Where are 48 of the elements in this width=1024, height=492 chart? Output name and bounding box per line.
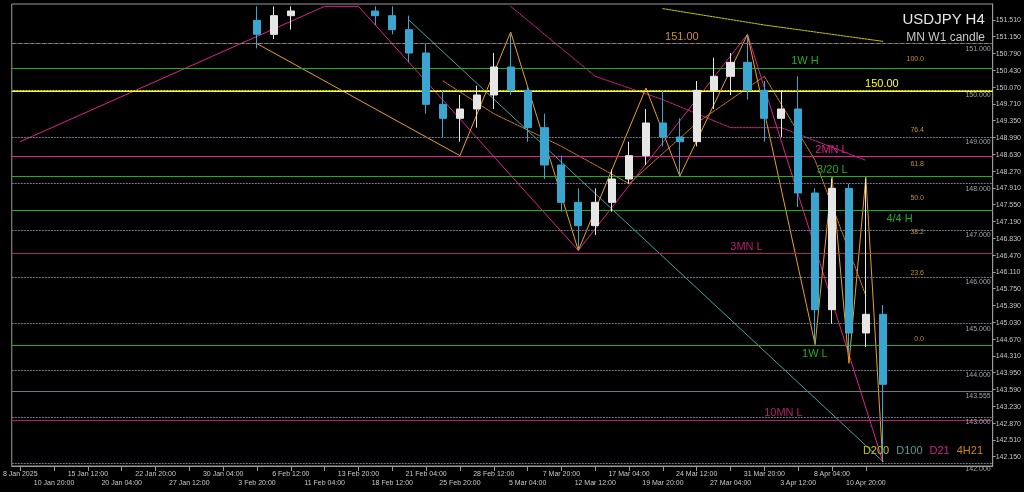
series-label: D100 xyxy=(896,443,923,456)
candlestick xyxy=(490,52,498,110)
candlestick xyxy=(253,5,261,49)
candlestick xyxy=(726,52,735,96)
ref-line-label: 10MN L xyxy=(764,406,803,419)
candlestick xyxy=(693,80,701,147)
candlestick xyxy=(371,5,379,26)
candlestick xyxy=(591,187,599,236)
candlestick xyxy=(507,33,515,96)
candlestick xyxy=(676,117,684,175)
candlestick xyxy=(388,5,396,35)
candlestick xyxy=(642,108,650,166)
candlestick xyxy=(710,57,718,110)
candlestick xyxy=(473,85,481,129)
text: D21 xyxy=(929,443,950,456)
candlestick xyxy=(811,187,819,343)
ref-line-label: 1W L xyxy=(802,347,828,360)
ref-line-label: 151.00 xyxy=(665,30,699,43)
candlestick xyxy=(439,89,447,138)
line-series xyxy=(442,75,867,297)
candlestick xyxy=(608,169,616,213)
ref-line-label: 3MN L xyxy=(730,239,763,252)
candlestick xyxy=(287,5,295,31)
candlestick xyxy=(845,183,853,353)
candlestick xyxy=(794,75,802,208)
candlestick xyxy=(862,178,870,348)
candlestick xyxy=(524,85,532,143)
candlestick xyxy=(659,89,667,147)
ref-line-label: 1W H xyxy=(791,54,819,67)
candlestick xyxy=(405,15,413,63)
candlestick xyxy=(760,80,768,143)
candlestick xyxy=(422,43,430,115)
text: 4H21 xyxy=(956,443,983,456)
line-series xyxy=(510,5,867,161)
candlestick xyxy=(574,187,582,250)
candlestick xyxy=(625,141,633,185)
candlestick xyxy=(557,155,565,213)
candlestick xyxy=(828,178,836,325)
chart-title: USDJPY H4 xyxy=(902,10,985,27)
candlestick xyxy=(456,94,464,143)
candlestick xyxy=(270,5,278,40)
ref-line-label: 4/4 H xyxy=(886,212,913,225)
candlestick xyxy=(777,89,785,138)
candlestick xyxy=(743,33,752,101)
ref-line-label: 150.00 xyxy=(865,76,899,89)
ref-line-label: 3/20 L xyxy=(817,162,848,175)
candlestick xyxy=(540,113,549,180)
text: MN W1 candle xyxy=(906,30,986,44)
